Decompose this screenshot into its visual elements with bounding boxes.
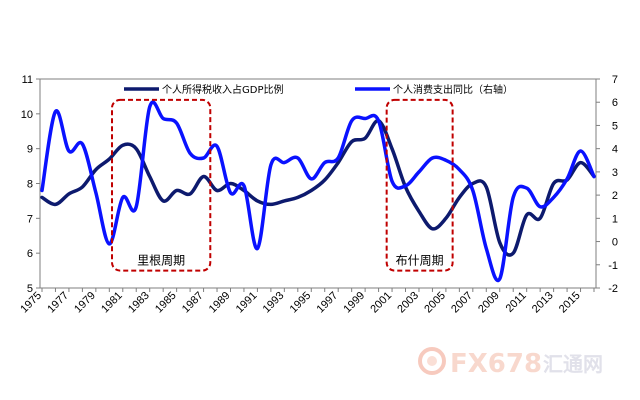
x-tick-label: 1979 <box>72 290 98 316</box>
right-tick-label: -1 <box>608 260 618 272</box>
bush-cycle-label: 布什周期 <box>396 254 444 268</box>
legend: 个人所得税收入占GDP比例 个人消费支出同比（右轴） <box>124 83 513 96</box>
x-tick-label: 1989 <box>207 290 233 316</box>
x-tick-label: 2001 <box>368 290 394 316</box>
bush-cycle-box <box>385 98 454 272</box>
left-tick-label: 11 <box>22 74 33 86</box>
right-tick-label: 5 <box>612 120 618 132</box>
x-tick-label: 2005 <box>422 290 448 316</box>
x-tick-label: 1975 <box>18 290 44 316</box>
right-tick-label: 2 <box>612 190 618 202</box>
right-y-axis: -2 -1 0 1 2 3 4 5 6 7 <box>596 74 618 295</box>
right-tick-label: 1 <box>612 213 618 225</box>
plot-area <box>39 78 597 289</box>
right-tick-label: 6 <box>612 97 618 109</box>
right-tick-label: 0 <box>612 237 618 249</box>
legend-label-income-tax: 个人所得税收入占GDP比例 <box>162 83 283 96</box>
series-line-consumption <box>40 100 596 283</box>
right-tick-label: -2 <box>608 283 618 295</box>
right-tick-label: 7 <box>612 74 618 86</box>
watermark-suffix: 汇通网 <box>543 352 603 376</box>
right-tick-label: 4 <box>612 144 618 156</box>
left-tick-label: 7 <box>27 213 33 225</box>
series-line-income-tax <box>40 119 596 257</box>
x-tick-label: 1981 <box>99 290 125 316</box>
x-tick-label: 1991 <box>234 290 260 316</box>
series-group <box>40 100 596 283</box>
watermark-logo-icon <box>418 347 446 375</box>
x-tick-label: 2015 <box>557 290 583 316</box>
x-tick-label: 2003 <box>395 290 421 316</box>
x-tick-label: 1995 <box>288 290 314 316</box>
annotation-group: 里根周期 布什周期 <box>111 98 454 272</box>
x-tick-label: 1997 <box>315 290 341 316</box>
x-tick-label: 2011 <box>504 290 529 315</box>
reagan-cycle-box <box>111 98 212 272</box>
watermark-brand: FX678 <box>450 349 542 379</box>
x-tick-label: 2009 <box>476 290 502 316</box>
left-tick-label: 9 <box>27 144 33 156</box>
left-tick-label: 6 <box>27 248 33 260</box>
x-tick-label: 1977 <box>45 290 71 316</box>
x-tick-label: 1999 <box>341 290 367 316</box>
left-tick-label: 10 <box>21 109 33 121</box>
right-tick-label: 3 <box>612 167 618 179</box>
x-tick-label: 1987 <box>180 290 206 316</box>
left-tick-label: 8 <box>27 179 33 191</box>
reagan-cycle-label: 里根周期 <box>137 254 185 268</box>
x-tick-label: 1985 <box>153 290 179 316</box>
x-tick-label: 1993 <box>261 290 287 316</box>
left-tick-label: 5 <box>27 283 33 295</box>
watermark: FX678 汇通网 <box>418 347 603 379</box>
x-axis: 1975 1977 1979 1981 1983 1985 1987 1989 1991 1993… <box>18 288 595 316</box>
x-tick-label: 2013 <box>530 290 556 316</box>
x-tick-label: 2007 <box>449 290 475 316</box>
legend-label-consumption: 个人消费支出同比（右轴） <box>393 83 513 96</box>
x-tick-label: 1983 <box>126 290 152 316</box>
left-y-axis: 5 6 7 8 9 10 11 <box>21 74 40 295</box>
